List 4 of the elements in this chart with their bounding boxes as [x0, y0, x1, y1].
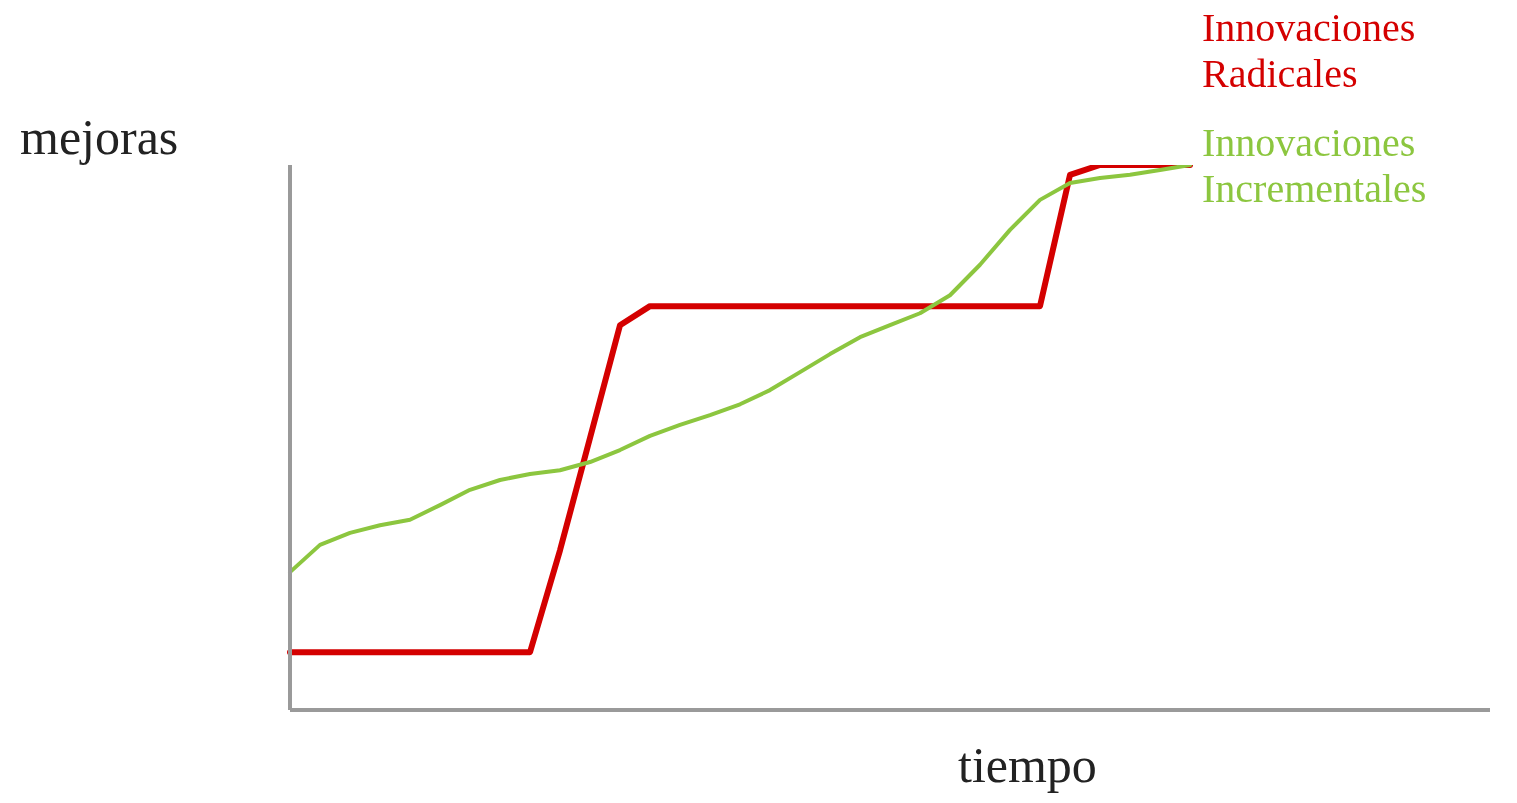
y-axis-title: mejoras [20, 108, 179, 166]
series-label: Innovaciones Incrementales [1202, 120, 1428, 212]
x-axis-title: tiempo [958, 736, 1097, 794]
series-label: Innovaciones Radicales [1202, 5, 1417, 97]
